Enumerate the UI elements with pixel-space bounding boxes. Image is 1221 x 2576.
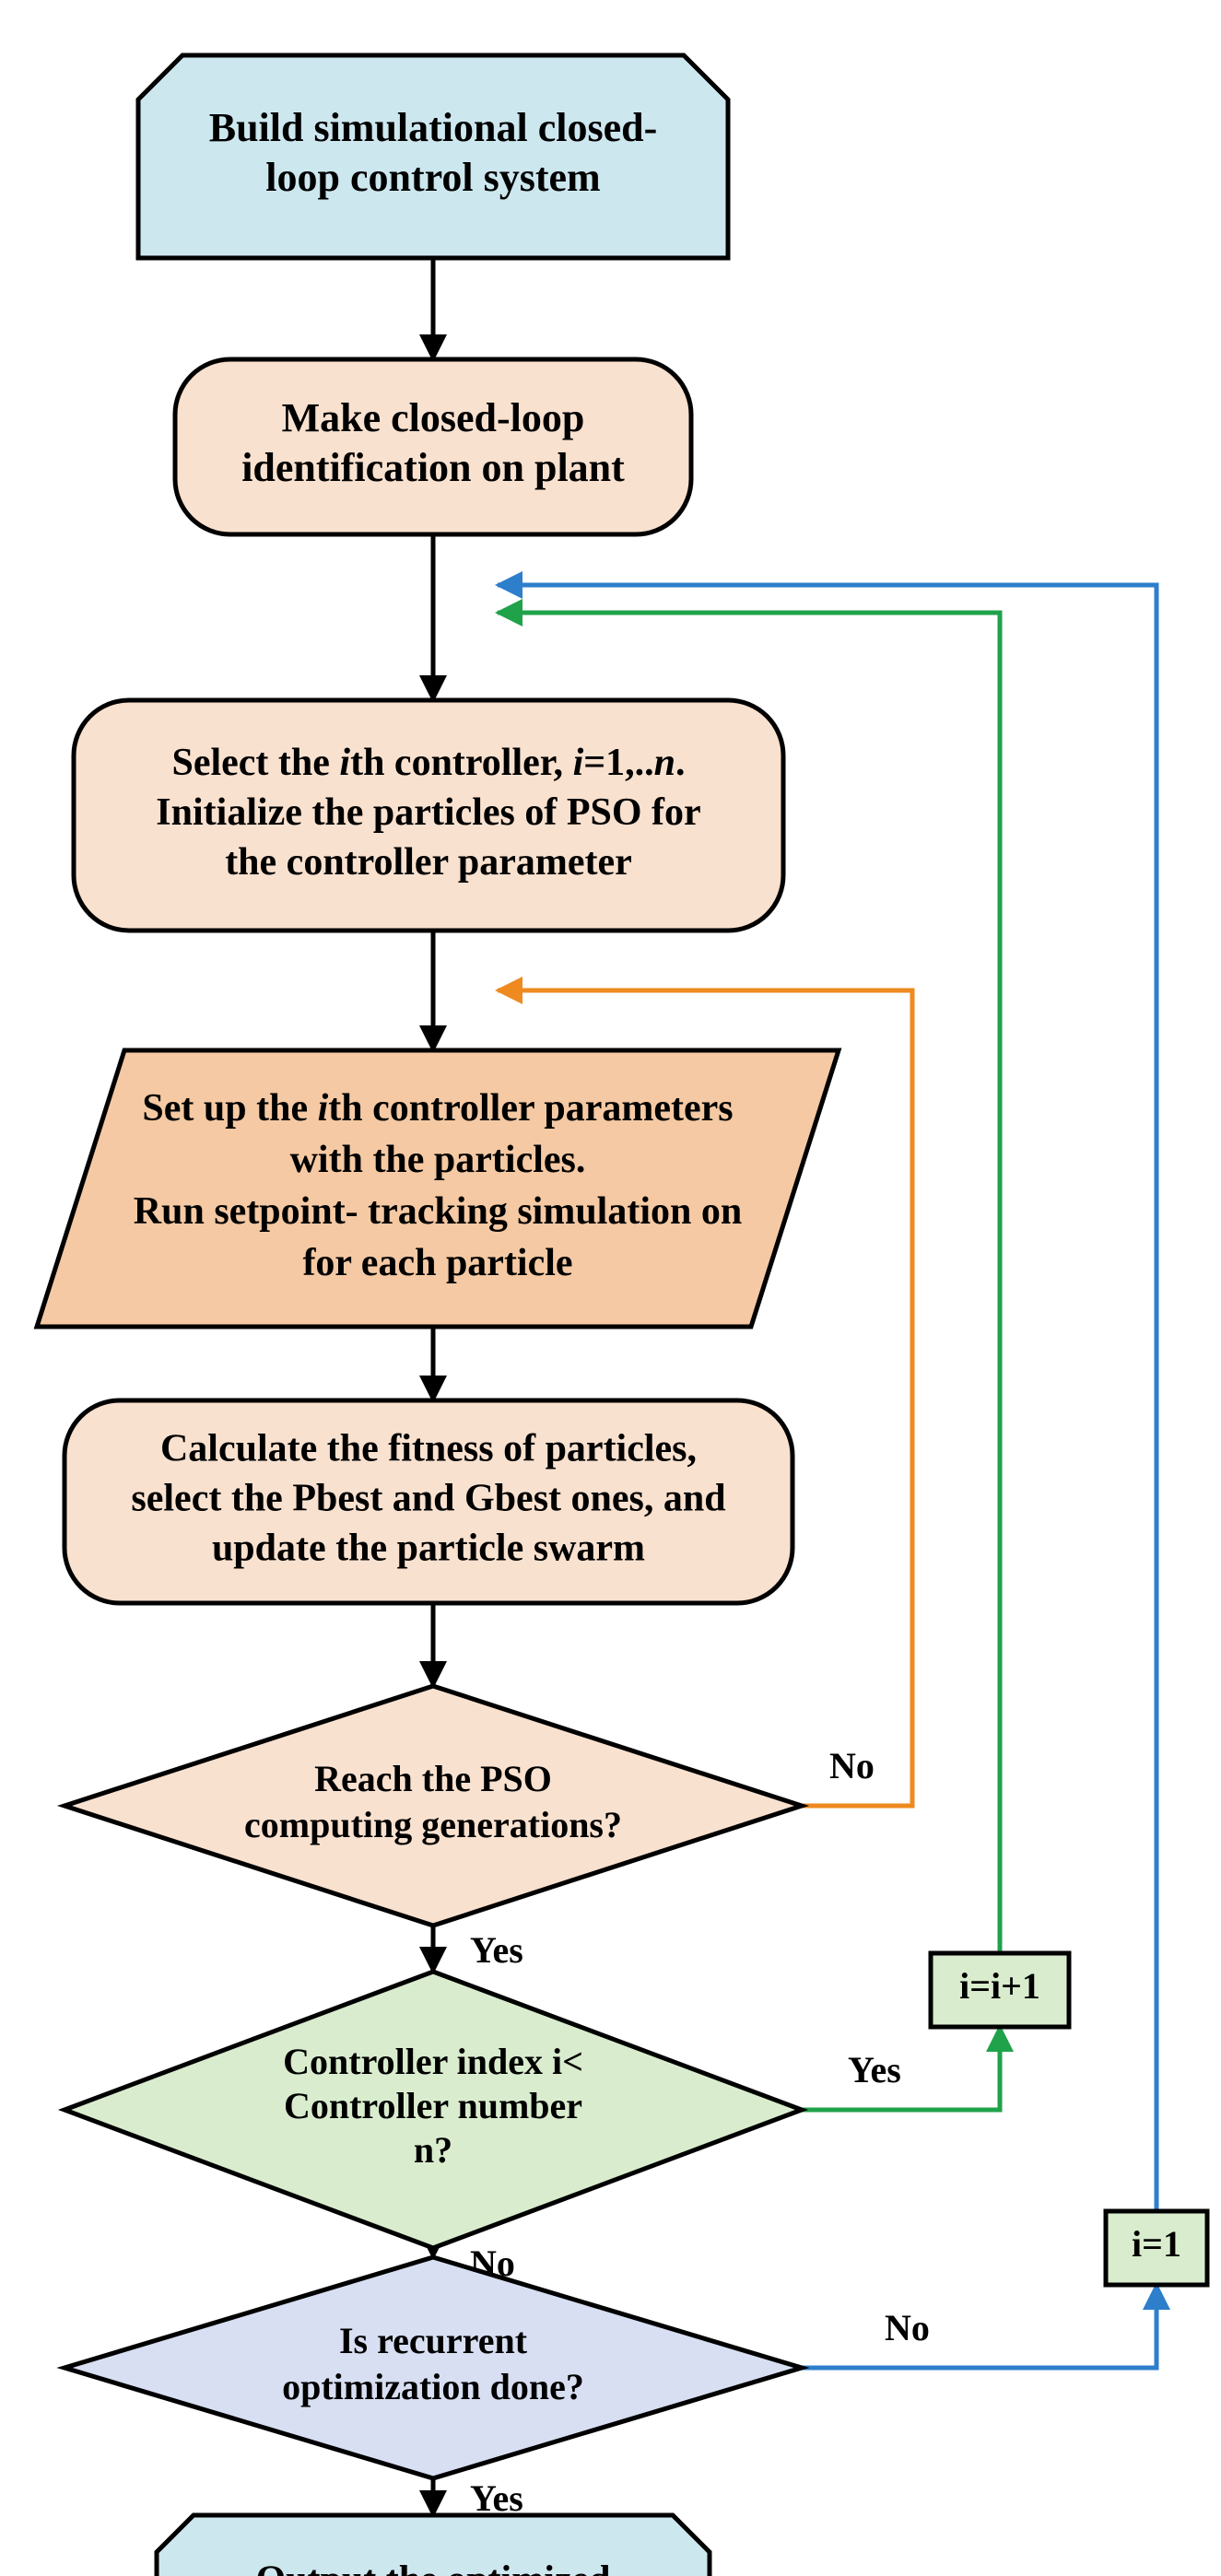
node-identify-text-0: Make closed-loop [282, 395, 585, 440]
node-dec_rec-text-1: optimization done? [282, 2366, 584, 2407]
e_rec_no-label: No [885, 2307, 930, 2348]
node-start-text-1: loop control system [265, 155, 600, 200]
node-dec_idx-text-0: Controller index i< [283, 2041, 583, 2082]
node-output-text-0: Output the optimized [255, 2559, 610, 2576]
node-identify-text-1: identification on plant [241, 445, 625, 490]
node-setup-text-3: for each particle [302, 1242, 572, 1284]
node-fitness-text-0: Calculate the fitness of particles, [160, 1428, 697, 1470]
node-dec_idx-text-1: Controller number [284, 2085, 582, 2126]
node-dec_pso-text-1: computing generations? [244, 1804, 622, 1845]
node-select-text-1: Initialize the particles of PSO for [156, 791, 700, 834]
node-setup-text-1: with the particles. [290, 1139, 586, 1181]
node-fitness-text-2: update the particle swarm [212, 1528, 645, 1570]
node-setup-text-0: Set up the ith controller parameters [142, 1087, 733, 1130]
node-select-text-2: the controller parameter [225, 841, 632, 884]
e_decpso_decidx-label: Yes [470, 1929, 523, 1971]
e_pso_no-label: No [829, 1745, 875, 1786]
node-dec_idx-text-2: n? [414, 2129, 452, 2171]
e_decrec_output-label: Yes [470, 2477, 523, 2519]
node-select-text-0: Select the ith controller, i=1,..n. [171, 742, 685, 784]
node-dec_rec-text-0: Is recurrent [339, 2320, 528, 2361]
e_idx_yes-label: Yes [848, 2049, 901, 2090]
node-fitness-text-1: select the Pbest and Gbest ones, and [131, 1478, 725, 1520]
node-reset-text-0: i=1 [1132, 2223, 1181, 2265]
node-dec_pso-text-0: Reach the PSO [314, 1758, 552, 1799]
node-setup-text-2: Run setpoint- tracking simulation on [134, 1190, 742, 1233]
node-start-text-0: Build simulational closed- [209, 105, 658, 150]
e_rec_no [802, 2285, 1156, 2368]
node-inc-text-0: i=i+1 [959, 1965, 1040, 2007]
